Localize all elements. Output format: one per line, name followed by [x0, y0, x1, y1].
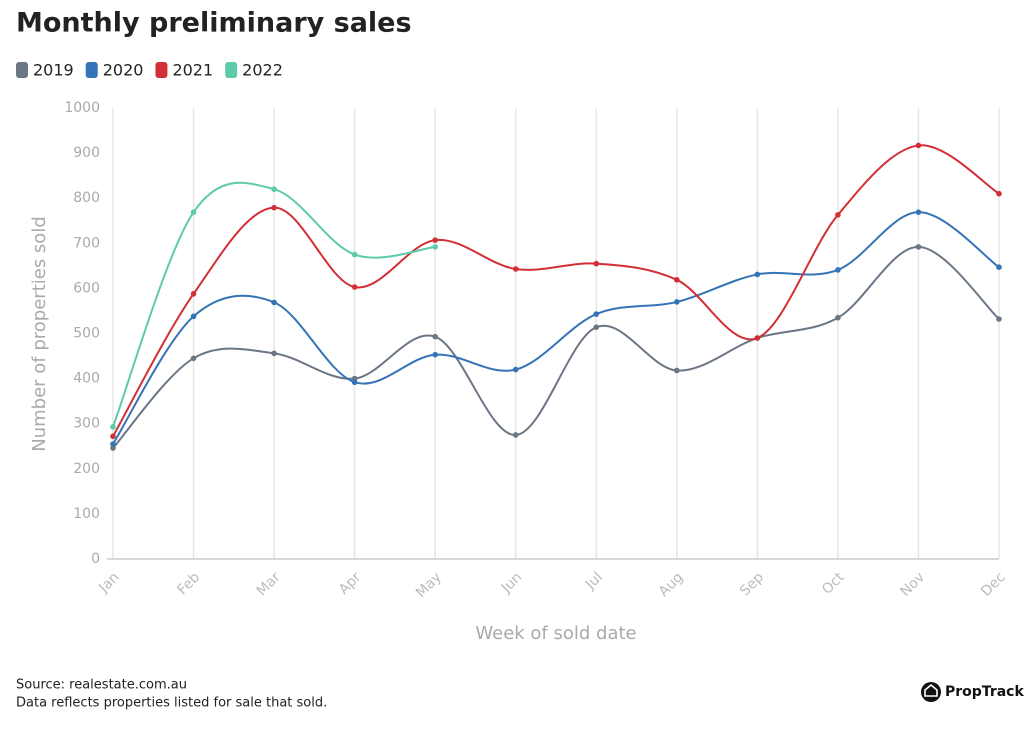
series-line: [112, 181, 436, 428]
data-point: [110, 441, 116, 447]
x-tick-label: Dec: [978, 569, 1008, 599]
data-point: [996, 316, 1002, 322]
x-tick-label: Nov: [897, 569, 928, 600]
y-tick-label: 800: [73, 190, 100, 206]
legend-swatch: [85, 62, 98, 78]
data-point: [190, 355, 197, 362]
series-line: [112, 211, 1000, 445]
x-tick-label: Jul: [582, 569, 606, 593]
x-tick-label: Mar: [254, 569, 284, 599]
x-tick-label: Feb: [174, 569, 203, 598]
data-point: [674, 367, 680, 374]
legend-swatch: [225, 62, 238, 78]
legend-swatch: [155, 62, 168, 78]
data-point: [915, 142, 922, 149]
y-tick-label: 500: [73, 326, 100, 342]
series-line: [112, 144, 1000, 437]
y-tick-label: 400: [73, 371, 100, 387]
legend-item: 2020: [85, 61, 144, 80]
data-point: [110, 433, 116, 440]
data-point: [996, 264, 1002, 271]
legend-item: 2021: [155, 61, 213, 80]
y-tick-label: 300: [73, 416, 100, 432]
data-point: [271, 186, 277, 192]
legend-label: 2020: [103, 61, 144, 80]
source: Source: realestate.com.au: [16, 678, 187, 693]
data-point: [674, 299, 680, 305]
legend-item: 2019: [16, 61, 74, 80]
data-point: [190, 291, 197, 297]
data-point: [432, 237, 438, 243]
data-point: [512, 366, 519, 373]
data-point: [754, 271, 761, 278]
y-tick-label: 1000: [64, 100, 100, 116]
x-tick-label: May: [413, 569, 445, 601]
data-point: [593, 311, 600, 317]
x-tick-label: Oct: [819, 569, 848, 598]
data-point: [593, 324, 600, 330]
logo: PropTrack: [921, 682, 1024, 702]
note: Data reflects properties listed for sale…: [16, 696, 327, 711]
data-point: [432, 351, 438, 358]
logo-icon: [921, 682, 941, 702]
data-point: [432, 244, 438, 250]
legend-swatch: [16, 62, 28, 78]
legend-label: 2022: [242, 61, 283, 80]
chart-title: Monthly preliminary sales: [16, 8, 412, 39]
y-tick-label: 700: [73, 235, 100, 251]
data-point: [110, 445, 116, 451]
data-point: [351, 284, 358, 290]
logo-text: PropTrack: [945, 684, 1024, 700]
data-point: [915, 209, 922, 215]
data-point: [593, 260, 600, 267]
data-point: [835, 212, 841, 218]
y-tick-label: 0: [91, 551, 100, 567]
data-point: [271, 299, 277, 306]
data-point: [190, 313, 197, 320]
y-axis-label: Number of properties sold: [29, 216, 50, 452]
data-point: [674, 277, 680, 283]
legend-item: 2022: [225, 61, 283, 80]
x-tick-label: Apr: [336, 569, 365, 598]
y-tick-label: 900: [73, 145, 100, 161]
data-point: [351, 251, 358, 258]
data-point: [915, 244, 922, 250]
data-point: [110, 424, 116, 430]
data-point: [754, 335, 761, 341]
x-tick-label: Jun: [498, 569, 525, 596]
logo-house: [924, 683, 938, 697]
data-point: [835, 267, 841, 273]
y-tick-label: 200: [73, 461, 100, 477]
legend-label: 2021: [172, 61, 213, 80]
data-point: [996, 190, 1002, 197]
series-line: [112, 245, 1000, 449]
data-point: [271, 350, 277, 357]
data-point: [271, 204, 277, 211]
data-point: [432, 333, 438, 340]
data-point: [512, 432, 519, 438]
y-tick-label: 600: [73, 280, 100, 296]
x-tick-label: Aug: [656, 569, 687, 600]
x-tick-label: Sep: [737, 569, 767, 599]
legend-label: 2019: [33, 61, 74, 80]
x-tick-label: Jan: [95, 569, 122, 596]
x-axis-label: Week of sold date: [475, 623, 636, 644]
data-point: [835, 314, 841, 321]
data-point: [190, 209, 197, 215]
y-tick-label: 100: [73, 506, 100, 522]
data-point: [351, 379, 358, 386]
data-point: [512, 266, 519, 272]
